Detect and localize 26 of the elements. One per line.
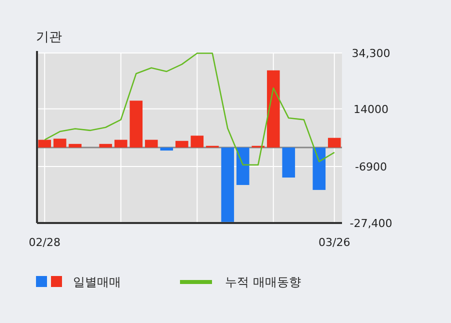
legend-일별매매: 일별매매 [36,275,121,289]
x-tick-label: 03/26 [318,236,350,249]
bar [175,140,188,148]
y-tick-label: -6900 [355,160,387,174]
bar [99,144,112,148]
bar [236,148,250,185]
legend-label: 일별매매 [73,275,121,289]
bar [114,140,128,148]
bar [266,70,280,148]
bar [160,148,174,151]
y-tick-label: -27,400 [350,217,392,230]
bar [68,144,82,148]
bar [282,148,296,178]
bar [144,140,158,148]
bar [190,136,204,148]
x-tick-label: 02/28 [28,236,60,249]
chart-title: 기관 [36,30,62,45]
legend-label: 누적 매매동향 [225,275,301,289]
y-tick-label: 34,300 [352,47,390,60]
bar [53,138,66,148]
bar [38,140,52,148]
bar [312,148,326,190]
bar [328,138,341,148]
y-tick-label: 14000 [354,102,388,116]
bar [130,100,143,148]
bar [221,148,234,222]
